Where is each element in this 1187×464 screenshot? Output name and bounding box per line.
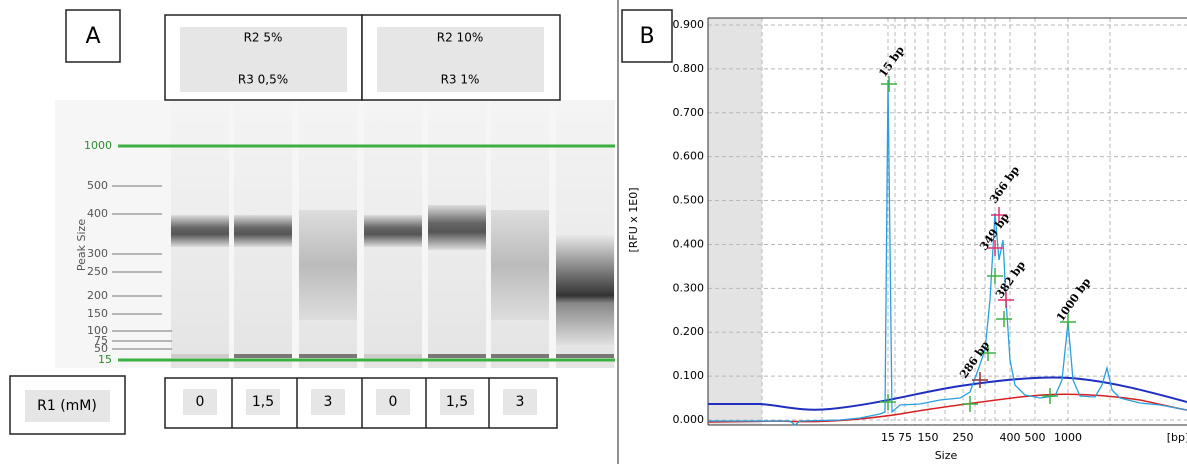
band xyxy=(171,215,229,247)
r1-value: 0 xyxy=(196,394,205,410)
y-tick-label: 0.100 xyxy=(673,369,705,382)
band xyxy=(556,235,614,345)
x-tick-label: 15 xyxy=(881,431,895,444)
low-band xyxy=(364,354,422,358)
header-text: R3 1% xyxy=(441,73,480,87)
y-tick-label: 0.300 xyxy=(673,281,705,294)
ladder-label: 15 xyxy=(98,353,112,366)
ladder-label: 250 xyxy=(87,265,108,278)
ladder-label: 150 xyxy=(87,307,108,320)
axis-title: Peak Size xyxy=(75,219,88,271)
gel-lanes xyxy=(171,100,614,368)
band xyxy=(364,215,422,247)
header-text: R3 0,5% xyxy=(238,73,288,87)
panel-label: A xyxy=(85,24,100,49)
x-tick-label: 1000 xyxy=(1054,431,1082,444)
r1-value: 3 xyxy=(516,394,525,410)
r1-value: 1,5 xyxy=(252,394,274,410)
y-tick-label: 0.000 xyxy=(673,413,705,426)
grid xyxy=(708,18,1187,425)
peak-label: 15 bp xyxy=(876,44,907,80)
low-band xyxy=(234,354,292,358)
r1-value: 1,5 xyxy=(446,394,468,410)
peak-label: 1000 bp xyxy=(1054,275,1093,324)
x-axis-title: Size xyxy=(935,449,958,462)
low-band xyxy=(491,354,549,358)
trace-sample xyxy=(708,80,1187,425)
y-tick-label: 0.500 xyxy=(673,194,705,207)
x-tick-label: 150 xyxy=(918,431,939,444)
low-band xyxy=(299,354,357,358)
ladder-label: 400 xyxy=(87,207,108,220)
r1-values-box xyxy=(165,378,557,428)
r1-label: R1 (mM) xyxy=(37,398,97,414)
low-band xyxy=(171,354,229,358)
peak-label: 366 bp xyxy=(987,163,1022,205)
ladder-label: 200 xyxy=(87,289,108,302)
y-tick-label: 0.900 xyxy=(673,18,705,31)
y-tick-label: 0.800 xyxy=(673,62,705,75)
band xyxy=(428,205,486,250)
r1-value: 3 xyxy=(324,394,333,410)
figure: A R2 5% R3 0,5% R2 10% R3 1% Peak Size 1… xyxy=(0,0,1187,464)
header-text: R2 5% xyxy=(244,31,283,45)
header-text: R2 10% xyxy=(437,31,483,45)
shaded-region xyxy=(708,18,762,425)
band xyxy=(491,210,549,320)
x-tick-label: [bp] xyxy=(1167,431,1187,444)
ladder-label: 500 xyxy=(87,179,108,192)
ladder-label: 300 xyxy=(87,247,108,260)
y-tick-label: 0.200 xyxy=(673,325,705,338)
x-tick-label: 75 xyxy=(898,431,912,444)
x-tick-label: 400 xyxy=(1000,431,1021,444)
peak-label: 286 bp xyxy=(957,338,992,380)
trace-red xyxy=(708,394,1187,422)
peak-label: 382 bp xyxy=(993,258,1028,300)
low-band xyxy=(556,354,614,358)
band xyxy=(299,210,357,320)
r1-values: 0 1,5 3 0 1,5 3 xyxy=(165,378,557,428)
y-tick-label: 0.600 xyxy=(673,150,705,163)
panel-a: A R2 5% R3 0,5% R2 10% R3 1% Peak Size 1… xyxy=(10,10,615,434)
y-axis-title: [RFU x 1E0] xyxy=(627,187,640,252)
y-tick-label: 0.700 xyxy=(673,106,705,119)
band xyxy=(234,215,292,247)
x-tick-label: 250 xyxy=(953,431,974,444)
ladder-label: 1000 xyxy=(84,139,112,152)
x-tick-label: 500 xyxy=(1025,431,1046,444)
y-tick-label: 0.400 xyxy=(673,237,705,250)
low-band xyxy=(428,354,486,358)
panel-label: B xyxy=(639,24,654,49)
panel-b: 0.000 0.100 0.200 0.300 0.400 0.500 0.600 0.700… xyxy=(622,10,1187,462)
r1-value: 0 xyxy=(389,394,398,410)
